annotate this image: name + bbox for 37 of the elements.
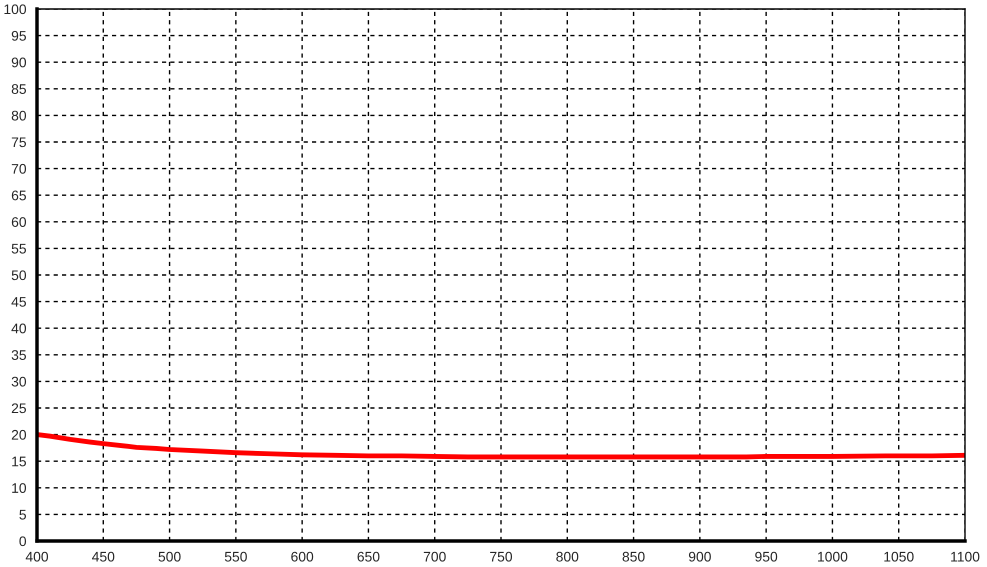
y-tick-label: 50 — [12, 270, 26, 280]
y-tick-label: 75 — [12, 137, 26, 148]
x-tick-label: 1000 — [818, 552, 848, 562]
y-tick-label: 70 — [12, 164, 26, 174]
y-tick-label: 35 — [12, 350, 26, 360]
x-tick-label: 550 — [224, 552, 247, 562]
x-tick-label: 400 — [26, 552, 48, 562]
x-tick-label: 500 — [158, 552, 181, 562]
y-tick-label: 85 — [12, 84, 26, 94]
x-tick-label: 1100 — [951, 552, 980, 562]
y-tick-label: 95 — [12, 30, 26, 41]
y-tick-label: 10 — [12, 483, 26, 493]
y-tick-label: 5 — [19, 510, 26, 520]
x-tick-label: 600 — [291, 552, 314, 562]
y-tick-label: 20 — [12, 430, 26, 440]
x-tick-label: 750 — [490, 552, 512, 562]
y-tick-label: 30 — [12, 376, 26, 387]
x-tick-label: 1050 — [884, 552, 914, 562]
x-tick-label: 950 — [755, 552, 778, 562]
y-tick-label: 80 — [12, 110, 26, 121]
x-tick-label: 450 — [92, 552, 114, 562]
line-series — [37, 432, 965, 460]
y-tick-label: 90 — [12, 58, 26, 68]
y-tick-label: 65 — [12, 190, 26, 200]
y-tick-label: 15 — [12, 456, 26, 466]
x-tick-label: 850 — [622, 552, 645, 562]
x-tick-label: 650 — [358, 552, 380, 562]
x-tick-label: 900 — [688, 552, 711, 562]
x-tick-label: 700 — [424, 552, 446, 562]
y-tick-label: 0 — [19, 536, 26, 546]
y-tick-label: 40 — [11, 324, 26, 334]
y-tick-label: 60 — [12, 217, 26, 227]
y-tick-label: 25 — [12, 403, 26, 414]
y-tick-label: 45 — [11, 297, 26, 307]
y-tick-label: 100 — [4, 4, 26, 14]
x-tick-label: 800 — [556, 552, 578, 562]
y-tick-label: 55 — [12, 244, 26, 254]
